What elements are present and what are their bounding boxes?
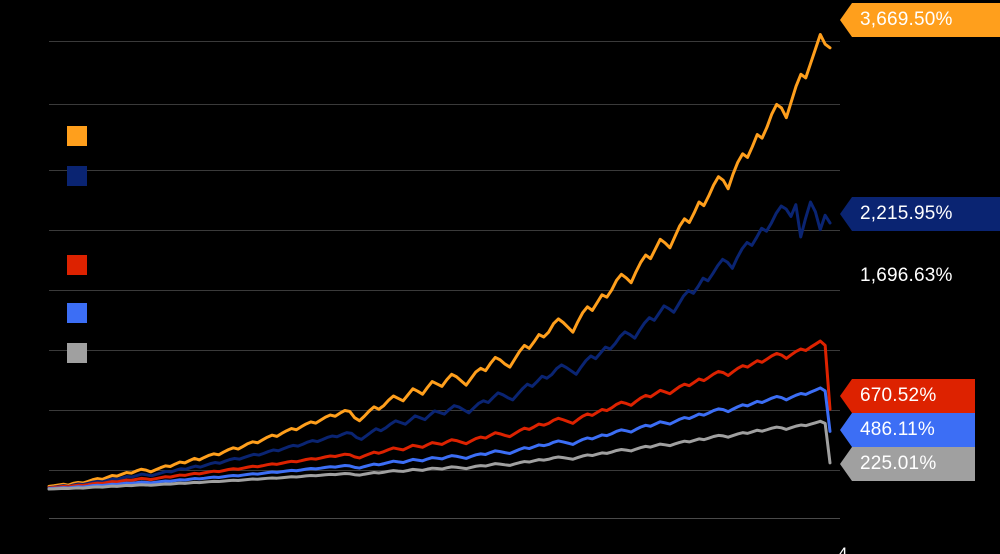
series-line-red: [47, 339, 832, 490]
callout-white: 1,696.63%: [860, 265, 953, 286]
callout-navy: 2,215.95%: [840, 197, 1000, 231]
legend-swatch-icon: [67, 343, 87, 363]
callout-orange: 3,669.50%: [840, 3, 1000, 37]
legend-item-navy[interactable]: [67, 166, 97, 186]
legend-item-red[interactable]: [67, 255, 97, 275]
legend-swatch-icon: [67, 255, 87, 275]
series-line-navy: [47, 200, 832, 490]
callout-red: 670.52%: [840, 379, 975, 413]
plot-area: [47, 0, 840, 554]
legend-swatch-icon: [67, 303, 87, 323]
series-lines: [47, 33, 832, 491]
series-line-orange: [47, 33, 832, 488]
chart-legend: [0, 0, 300, 554]
legend-swatch-icon: [67, 166, 87, 186]
x-axis-tick-label: 4: [838, 544, 848, 554]
legend-item-gray[interactable]: [67, 343, 97, 363]
legend-item-blue[interactable]: [67, 303, 97, 323]
legend-item-orange[interactable]: [67, 126, 97, 146]
callout-gray: 225.01%: [840, 447, 975, 481]
legend-swatch-icon: [67, 126, 87, 146]
series-line-blue: [47, 386, 832, 491]
callout-blue: 486.11%: [840, 413, 975, 447]
series-line-gray: [47, 419, 832, 491]
